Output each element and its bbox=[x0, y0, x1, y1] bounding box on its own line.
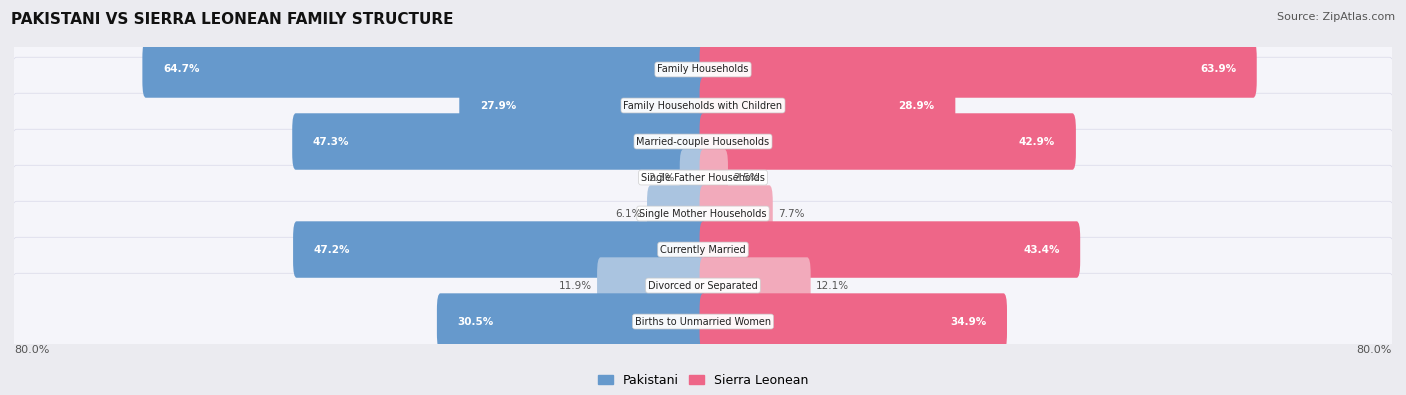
FancyBboxPatch shape bbox=[10, 165, 1396, 262]
FancyBboxPatch shape bbox=[700, 41, 1257, 98]
FancyBboxPatch shape bbox=[10, 201, 1396, 298]
Text: 63.9%: 63.9% bbox=[1199, 64, 1236, 75]
FancyBboxPatch shape bbox=[10, 21, 1396, 118]
Text: Currently Married: Currently Married bbox=[661, 245, 745, 254]
FancyBboxPatch shape bbox=[700, 293, 1007, 350]
FancyBboxPatch shape bbox=[700, 113, 1076, 170]
Text: Divorced or Separated: Divorced or Separated bbox=[648, 280, 758, 291]
Text: 80.0%: 80.0% bbox=[1357, 345, 1392, 355]
Text: 47.2%: 47.2% bbox=[314, 245, 350, 254]
Text: Family Households: Family Households bbox=[658, 64, 748, 75]
Text: Single Mother Households: Single Mother Households bbox=[640, 209, 766, 218]
FancyBboxPatch shape bbox=[700, 221, 1080, 278]
Text: 64.7%: 64.7% bbox=[163, 64, 200, 75]
Text: 11.9%: 11.9% bbox=[558, 280, 592, 291]
FancyBboxPatch shape bbox=[10, 273, 1396, 370]
FancyBboxPatch shape bbox=[700, 185, 773, 242]
FancyBboxPatch shape bbox=[10, 237, 1396, 334]
FancyBboxPatch shape bbox=[647, 185, 706, 242]
FancyBboxPatch shape bbox=[437, 293, 706, 350]
Text: Source: ZipAtlas.com: Source: ZipAtlas.com bbox=[1277, 12, 1395, 22]
FancyBboxPatch shape bbox=[700, 257, 811, 314]
Text: 28.9%: 28.9% bbox=[898, 100, 935, 111]
Text: 34.9%: 34.9% bbox=[950, 316, 987, 327]
FancyBboxPatch shape bbox=[292, 221, 706, 278]
Text: Births to Unmarried Women: Births to Unmarried Women bbox=[636, 316, 770, 327]
FancyBboxPatch shape bbox=[700, 77, 955, 134]
FancyBboxPatch shape bbox=[598, 257, 706, 314]
FancyBboxPatch shape bbox=[700, 149, 728, 206]
FancyBboxPatch shape bbox=[142, 41, 706, 98]
Text: 2.3%: 2.3% bbox=[648, 173, 675, 182]
Text: 7.7%: 7.7% bbox=[778, 209, 804, 218]
Text: 2.5%: 2.5% bbox=[733, 173, 759, 182]
Text: Married-couple Households: Married-couple Households bbox=[637, 137, 769, 147]
Text: 30.5%: 30.5% bbox=[457, 316, 494, 327]
Text: 47.3%: 47.3% bbox=[314, 137, 349, 147]
Text: 42.9%: 42.9% bbox=[1019, 137, 1056, 147]
FancyBboxPatch shape bbox=[10, 57, 1396, 154]
FancyBboxPatch shape bbox=[10, 93, 1396, 190]
FancyBboxPatch shape bbox=[10, 129, 1396, 226]
FancyBboxPatch shape bbox=[460, 77, 706, 134]
Text: Family Households with Children: Family Households with Children bbox=[623, 100, 783, 111]
FancyBboxPatch shape bbox=[292, 113, 706, 170]
Text: 12.1%: 12.1% bbox=[815, 280, 849, 291]
Text: PAKISTANI VS SIERRA LEONEAN FAMILY STRUCTURE: PAKISTANI VS SIERRA LEONEAN FAMILY STRUC… bbox=[11, 12, 454, 27]
Text: 80.0%: 80.0% bbox=[14, 345, 49, 355]
Legend: Pakistani, Sierra Leonean: Pakistani, Sierra Leonean bbox=[595, 370, 811, 391]
Text: 6.1%: 6.1% bbox=[616, 209, 643, 218]
FancyBboxPatch shape bbox=[679, 149, 706, 206]
Text: 27.9%: 27.9% bbox=[479, 100, 516, 111]
Text: 43.4%: 43.4% bbox=[1024, 245, 1060, 254]
Text: Single Father Households: Single Father Households bbox=[641, 173, 765, 182]
